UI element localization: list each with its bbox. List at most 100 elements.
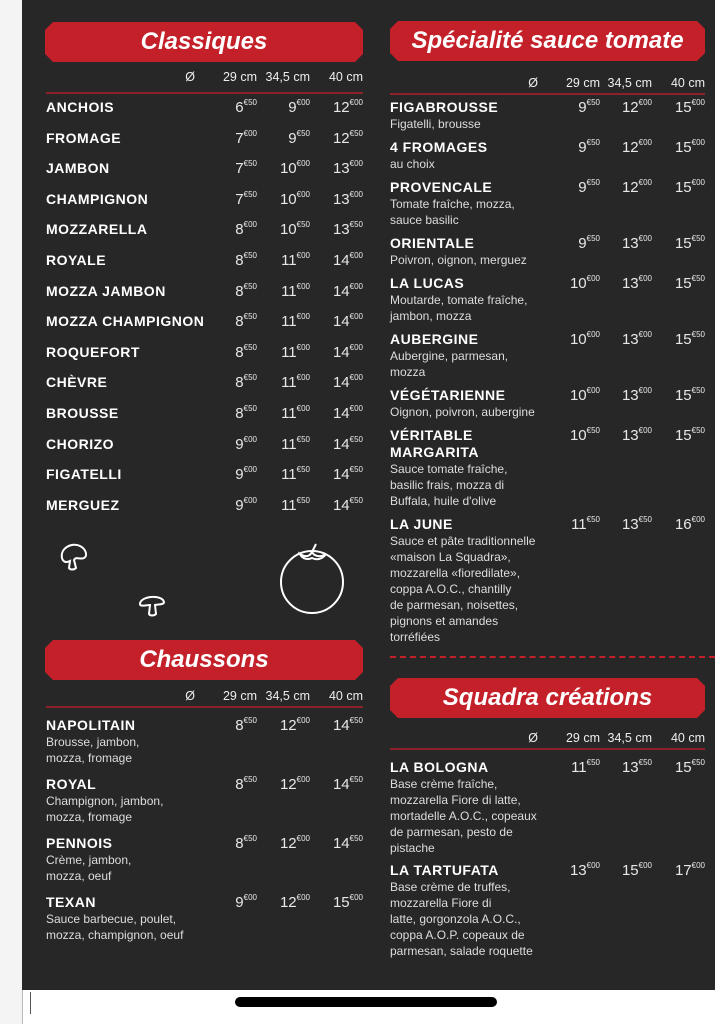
price-cents: €50: [691, 386, 705, 395]
item-name: FIGABROUSSE: [390, 99, 499, 115]
price-medium: 12€00: [622, 138, 652, 156]
item-description: Figatelli, brousse: [390, 117, 481, 131]
item-description: Sauce tomate fraîche, basilic frais, moz…: [390, 462, 508, 508]
price-euros: 12: [279, 717, 297, 734]
menu-item[interactable]: LA JUNE Sauce et pâte traditionnelle «mai…: [390, 515, 705, 645]
menu-item[interactable]: ORIENTALE Poivron, oignon, merguez 9€50 13€…: [390, 234, 705, 268]
menu-item[interactable]: MOZZA CHAMPIGNON 8€50 11€00 14€00: [46, 312, 363, 344]
menu-item[interactable]: MERGUEZ 9€00 11€50 14€50: [46, 496, 363, 528]
price-euros: 11: [281, 435, 297, 453]
menu-item[interactable]: PENNOIS Crème, jambon, mozza, oeuf 8€50 12€…: [46, 834, 363, 884]
price-small: 9€00: [235, 496, 257, 514]
item-description: Moutarde, tomate fraîche, jambon, mozza: [390, 293, 528, 323]
price-cents: €00: [296, 189, 310, 199]
menu-list-classiques: ANCHOIS 6€50 9€00 12€00 FROMAGE 7€00 9€50 12€50…: [46, 98, 363, 528]
price-cents: €00: [638, 234, 652, 243]
price-small: 6€50: [235, 98, 257, 116]
header-rule: [46, 92, 363, 94]
price-cents: €50: [296, 465, 310, 475]
item-name: AUBERGINE: [390, 331, 479, 347]
price-cents: €00: [586, 330, 600, 339]
menu-item[interactable]: JAMBON 7€50 10€00 13€00: [46, 159, 363, 191]
price-euros: 9: [578, 139, 587, 156]
menu-item[interactable]: ROQUEFORT 8€50 11€00 14€00: [46, 342, 363, 375]
price-small: 8€50: [235, 312, 257, 330]
menu-item[interactable]: LA LUCAS Moutarde, tomate fraîche, jambon…: [390, 274, 705, 324]
menu-item[interactable]: FROMAGE 7€00 9€50 12€50: [46, 129, 363, 161]
menu-item[interactable]: PROVENCALE Tomate fraîche, mozza, sauce b…: [390, 178, 705, 228]
price-cents: €50: [586, 234, 600, 243]
price-euros: 13: [621, 387, 639, 404]
price-cents: €50: [586, 758, 600, 767]
price-cents: €00: [296, 373, 310, 383]
item-name: LA JUNE: [390, 516, 453, 532]
price-large: 14€50: [333, 465, 363, 483]
price-cents: €50: [691, 426, 705, 435]
price-medium: 11€00: [281, 312, 310, 330]
menu-item[interactable]: CHORIZO 9€00 11€50 14€50: [46, 434, 363, 467]
menu-item[interactable]: ANCHOIS 6€50 9€00 12€00: [46, 98, 363, 130]
price-cents: €50: [586, 426, 600, 435]
price-cents: €00: [296, 159, 310, 169]
size-label-diameter_symbol: Ø: [528, 76, 538, 90]
price-cents: €00: [638, 138, 652, 147]
price-euros: 14: [332, 343, 350, 361]
menu-item[interactable]: ROYALE 8€50 11€00 14€00: [46, 251, 363, 283]
section-title-classiques: Classiques: [45, 22, 363, 62]
price-cents: €00: [586, 386, 600, 395]
size-label-large: 40 cm: [328, 70, 363, 84]
price-euros: 13: [621, 759, 639, 776]
menu-item[interactable]: 4 FROMAGES au choix 9€50 12€00 15€00: [390, 138, 705, 172]
menu-item[interactable]: VÉRITABLE MARGARITA Sauce tomate fraîche,…: [390, 426, 705, 509]
price-euros: 11: [281, 466, 297, 484]
menu-item[interactable]: BROUSSE 8€50 11€00 14€00: [46, 403, 363, 436]
menu-item[interactable]: MOZZA JAMBON 8€50 11€00 14€00: [46, 281, 363, 314]
price-medium: 13€00: [621, 386, 652, 404]
price-large: 15€50: [675, 234, 705, 252]
item-name: ORIENTALE: [390, 235, 475, 251]
price-cents: €50: [691, 330, 705, 339]
price-euros: 11: [571, 759, 587, 776]
menu-item[interactable]: TEXAN Sauce barbecue, poulet, mozza, cham…: [46, 893, 363, 943]
price-medium: 12€00: [622, 178, 652, 196]
price-euros: 12: [332, 129, 350, 147]
price-medium: 12€00: [279, 775, 310, 793]
price-euros: 15: [332, 894, 350, 911]
price-cents: €00: [638, 861, 652, 870]
menu-item[interactable]: AUBERGINE Aubergine, parmesan, mozza 10€00…: [390, 330, 705, 380]
menu-item[interactable]: MOZZARELLA 8€00 10€50 13€50: [46, 220, 363, 252]
size-header: Ø 29 cm 34,5 cm 40 cm: [0, 76, 715, 92]
menu-item[interactable]: ROYAL Champignon, jambon, mozza, fromage 8…: [46, 775, 363, 825]
price-cents: €00: [349, 342, 363, 352]
home-indicator[interactable]: [235, 997, 497, 1007]
price-cents: €00: [349, 403, 363, 413]
price-euros: 13: [569, 862, 587, 879]
menu-item[interactable]: CHAMPIGNON 7€50 10€00 13€00: [46, 189, 363, 222]
price-euros: 14: [332, 251, 350, 269]
menu-item[interactable]: NAPOLITAIN Brousse, jambon, mozza, fromag…: [46, 716, 363, 766]
menu-item[interactable]: FIGABROUSSE Figatelli, brousse 9€50 12€00 15…: [390, 98, 705, 132]
price-euros: 13: [332, 221, 350, 239]
menu-item[interactable]: VÉGÉTARIENNE Oignon, poivron, aubergine 10…: [390, 386, 705, 420]
price-large: 12€50: [332, 129, 363, 147]
price-cents: €00: [349, 281, 363, 291]
price-medium: 11€00: [281, 251, 310, 269]
menu-item[interactable]: FIGATELLI 9€00 11€50 14€50: [46, 465, 363, 497]
price-cents: €50: [243, 834, 257, 843]
price-euros: 15: [674, 427, 692, 444]
menu-item[interactable]: LA BOLOGNA Base crème fraîche, mozzarella…: [390, 758, 705, 856]
menu-item[interactable]: CHÈVRE 8€50 11€00 14€00: [46, 373, 363, 405]
menu-list-tomate: FIGABROUSSE Figatelli, brousse 9 €50 12€00 15…: [390, 98, 705, 652]
price-large: 14€50: [333, 834, 363, 852]
scrollbar[interactable]: [30, 992, 31, 1014]
price-euros: 12: [279, 835, 297, 852]
price-euros: 14: [332, 374, 350, 392]
price-cents: €50: [243, 281, 257, 291]
menu-item[interactable]: LA TARTUFATA Base crème de truffes, mozza…: [390, 861, 705, 959]
price-euros: 12: [279, 776, 297, 793]
price-medium: 10€00: [280, 189, 310, 208]
price-euros: 9: [235, 894, 244, 911]
price-cents: €00: [243, 434, 257, 444]
item-description: au choix: [390, 157, 435, 171]
size-label-small: 29 cm: [565, 731, 600, 745]
